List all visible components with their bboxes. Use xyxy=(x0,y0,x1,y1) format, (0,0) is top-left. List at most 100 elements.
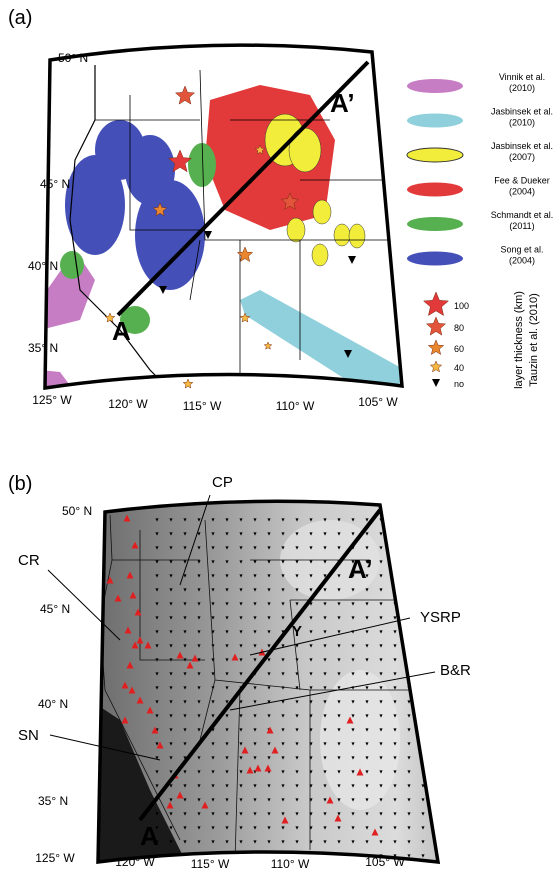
legend-swatch xyxy=(407,183,463,197)
station xyxy=(393,560,396,563)
lat-label: 40° N xyxy=(28,259,58,273)
lon-label: 120° W xyxy=(108,397,148,411)
legend-label: no xyxy=(454,379,464,389)
station xyxy=(421,630,424,633)
lat-label: 45° N xyxy=(40,602,70,616)
station xyxy=(421,518,424,521)
legend-label: 80 xyxy=(454,323,464,333)
station xyxy=(435,784,438,787)
lat-label: 50° N xyxy=(58,51,88,65)
profile-start: A xyxy=(140,821,159,851)
legend-label: 40 xyxy=(454,363,464,373)
station xyxy=(421,700,424,703)
legend-symbol xyxy=(432,379,440,387)
legend-symbol xyxy=(424,292,449,316)
legend-symbol xyxy=(427,317,446,335)
profile-start: A xyxy=(112,316,131,346)
region-label: CR xyxy=(18,552,40,569)
legend-label: (2010) xyxy=(509,118,535,128)
star-legend-source: Tauzin et al. (2010) xyxy=(528,293,540,387)
station xyxy=(309,854,312,857)
station xyxy=(435,574,438,577)
lat-label: 35° N xyxy=(28,341,58,355)
station xyxy=(435,812,438,815)
lat-label: 50° N xyxy=(62,504,92,518)
station xyxy=(435,644,438,647)
station xyxy=(421,658,424,661)
station xyxy=(421,686,424,689)
station xyxy=(435,756,438,759)
station xyxy=(393,546,396,549)
lon-label: 120° W xyxy=(115,855,155,869)
station xyxy=(435,602,438,605)
station xyxy=(435,728,438,731)
legend-label: 60 xyxy=(454,344,464,354)
lon-label: 115° W xyxy=(191,857,230,871)
legend-swatch xyxy=(407,148,463,162)
station xyxy=(435,658,438,661)
legend-label: (2010) xyxy=(509,83,535,93)
station xyxy=(421,644,424,647)
station xyxy=(407,644,410,647)
legend-swatch xyxy=(407,252,463,266)
region-label: B&R xyxy=(440,662,471,679)
station xyxy=(435,672,438,675)
legend-label: Fee & Dueker xyxy=(494,176,550,186)
station xyxy=(239,854,242,857)
lon-label: 125° W xyxy=(35,851,75,865)
panel-label: (b) xyxy=(8,473,32,495)
station xyxy=(253,854,256,857)
legend-swatch xyxy=(407,217,463,231)
lat-label: 35° N xyxy=(38,794,68,808)
station xyxy=(407,588,410,591)
station xyxy=(435,742,438,745)
region-label: Y xyxy=(292,623,302,640)
lat-label: 40° N xyxy=(38,697,68,711)
legend-swatch xyxy=(407,114,463,128)
station xyxy=(407,602,410,605)
station xyxy=(393,532,396,535)
station xyxy=(421,602,424,605)
figure: (a) A A’ Vinnik et al.(2010)Jasbinsek et… xyxy=(0,0,558,873)
station xyxy=(421,574,424,577)
lon-label: 110° W xyxy=(276,399,315,413)
station xyxy=(407,630,410,633)
lon-label: 105° W xyxy=(358,395,398,409)
lon-label: 110° W xyxy=(271,857,310,871)
lon-label: 125° W xyxy=(32,393,72,407)
station xyxy=(435,714,438,717)
station xyxy=(421,546,424,549)
legend-label: Jasbinsek et al. xyxy=(491,107,553,117)
station xyxy=(421,714,424,717)
station xyxy=(435,518,438,521)
station xyxy=(435,798,438,801)
region-label: CP xyxy=(212,474,233,491)
station xyxy=(407,658,410,661)
station xyxy=(393,574,396,577)
station xyxy=(435,700,438,703)
region-label: YSRP xyxy=(420,609,461,626)
lon-label: 115° W xyxy=(183,399,222,413)
station xyxy=(421,588,424,591)
legend-label: Schmandt et al. xyxy=(491,210,554,220)
map-b xyxy=(90,490,450,870)
station xyxy=(435,560,438,563)
star-legend-title: layer thickness (km) xyxy=(513,291,525,389)
station xyxy=(435,588,438,591)
station xyxy=(407,574,410,577)
panel-label: (a) xyxy=(8,7,32,29)
station xyxy=(407,518,410,521)
station xyxy=(435,770,438,773)
station xyxy=(393,518,396,521)
legend-label: 100 xyxy=(454,301,469,311)
legend-label: Song et al. xyxy=(500,245,543,255)
lat-label: 45° N xyxy=(40,177,70,191)
legend-symbol xyxy=(428,340,443,355)
station xyxy=(435,630,438,633)
legend-label: Vinnik et al. xyxy=(499,72,545,82)
lon-label: 105° W xyxy=(365,855,405,869)
station xyxy=(435,532,438,535)
profile-end: A’ xyxy=(330,88,355,118)
map-a xyxy=(40,30,410,400)
station xyxy=(435,686,438,689)
